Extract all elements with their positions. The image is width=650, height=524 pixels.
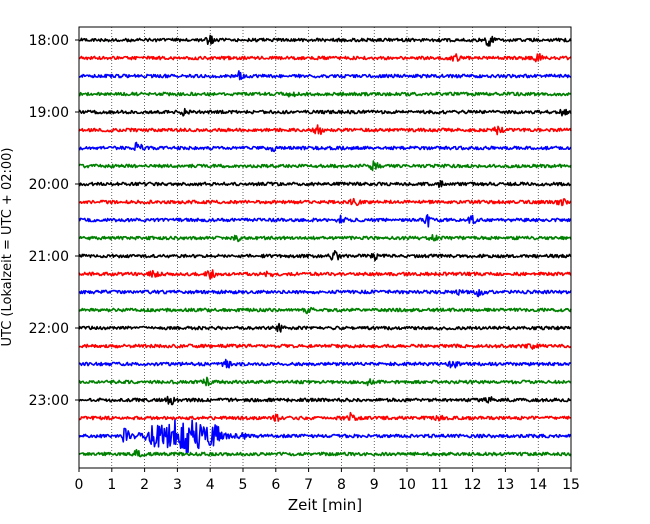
trace-line: [78, 107, 572, 117]
trace-line: [78, 249, 572, 262]
trace-line: [78, 343, 572, 350]
plot-background: [79, 27, 571, 468]
trace-line: [78, 52, 572, 63]
x-tick-label: 1: [107, 477, 116, 493]
x-tick-label: 15: [562, 477, 580, 493]
x-tick-label: 8: [337, 477, 346, 493]
y-tick-label: 23:00: [29, 393, 69, 409]
x-tick-label: 10: [398, 477, 416, 493]
trace-line: [78, 411, 572, 422]
y-axis: 18:00 19:00 20:00 21:00 22:00 23:00: [29, 33, 79, 409]
x-tick-label: 5: [239, 477, 248, 493]
x-tick-label: 12: [464, 477, 482, 493]
trace-line: [78, 269, 572, 280]
x-tick-label: 3: [173, 477, 182, 493]
x-axis: 0 1 2 3 4 5 6 7 8 9 10 11 12 13 14 15: [75, 468, 580, 493]
x-tick-label: 11: [431, 477, 449, 493]
trace-line: [78, 141, 572, 153]
trace-line: [78, 91, 572, 98]
trace-line: [78, 395, 572, 406]
y-axis-label: UTC (Lokalzeit = UTC + 02:00): [0, 148, 15, 347]
x-tick-label: 4: [206, 477, 215, 493]
trace-line: [78, 358, 572, 369]
trace-line: [78, 419, 572, 454]
x-tick-label: 7: [304, 477, 313, 493]
y-tick-label: 20:00: [29, 177, 69, 193]
x-tick-label: 14: [529, 477, 547, 493]
trace-line: [78, 34, 572, 47]
trace-line: [78, 70, 572, 81]
trace-line: [78, 214, 572, 228]
trace-line: [78, 124, 572, 136]
y-tick-label: 19:00: [29, 105, 69, 121]
x-tick-label: 9: [370, 477, 379, 493]
trace-line: [78, 376, 572, 387]
trace-line: [78, 197, 572, 207]
trace-line: [78, 160, 572, 172]
y-tick-label: 22:00: [29, 321, 69, 337]
trace-line: [78, 288, 572, 298]
trace-line: [78, 322, 572, 333]
plot-frame: [78, 26, 572, 469]
x-tick-label: 6: [271, 477, 280, 493]
y-tick-label: 21:00: [29, 249, 69, 265]
traces: [78, 34, 572, 458]
x-tick-label: 0: [75, 477, 84, 493]
y-tick-label: 18:00: [29, 33, 69, 49]
trace-line: [78, 306, 572, 315]
x-tick-label: 2: [140, 477, 149, 493]
trace-line: [78, 448, 572, 458]
x-tick-label: 13: [496, 477, 514, 493]
trace-line: [78, 234, 572, 243]
x-axis-label: Zeit [min]: [288, 496, 362, 514]
trace-line: [78, 180, 572, 189]
